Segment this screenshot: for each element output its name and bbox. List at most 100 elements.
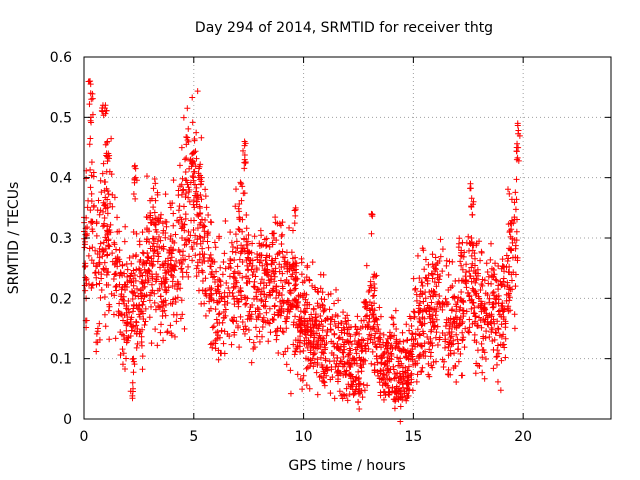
data-point xyxy=(428,287,435,294)
data-point xyxy=(159,312,166,319)
data-point xyxy=(458,262,465,269)
data-point xyxy=(303,274,310,281)
data-point xyxy=(307,349,314,356)
data-point xyxy=(124,273,131,280)
data-point xyxy=(120,293,127,300)
data-point xyxy=(416,275,423,282)
x-tick-label: 10 xyxy=(295,429,313,445)
data-point xyxy=(99,170,106,177)
data-point xyxy=(481,300,488,307)
data-point xyxy=(231,329,238,336)
data-point xyxy=(369,339,376,346)
data-point xyxy=(298,324,305,331)
data-point xyxy=(104,252,111,259)
data-point xyxy=(208,285,215,292)
data-point xyxy=(190,226,197,233)
data-point xyxy=(85,252,92,259)
data-point xyxy=(363,299,370,306)
data-point xyxy=(82,262,89,269)
data-point xyxy=(515,144,522,151)
data-point xyxy=(193,198,200,205)
data-point xyxy=(292,212,299,219)
data-point xyxy=(412,285,419,292)
data-point xyxy=(365,319,372,326)
data-point xyxy=(431,289,438,296)
data-point xyxy=(506,297,513,304)
data-point xyxy=(368,302,375,309)
data-point xyxy=(316,374,323,381)
data-point xyxy=(340,324,347,331)
data-point xyxy=(201,234,208,241)
data-point xyxy=(489,274,496,281)
data-point xyxy=(405,381,412,388)
data-point xyxy=(513,196,520,203)
data-point xyxy=(129,324,136,331)
data-point xyxy=(129,395,136,402)
data-point xyxy=(429,251,436,258)
data-point xyxy=(319,301,326,308)
data-point xyxy=(495,263,502,270)
data-point xyxy=(377,353,384,360)
data-point xyxy=(126,254,133,261)
data-point xyxy=(199,269,206,276)
data-point xyxy=(149,287,156,294)
data-point xyxy=(193,155,200,162)
data-point xyxy=(345,317,352,324)
data-point xyxy=(378,355,385,362)
data-point xyxy=(289,302,296,309)
data-point xyxy=(484,321,491,328)
data-point xyxy=(239,216,246,223)
data-point xyxy=(181,221,188,228)
data-point xyxy=(112,335,119,342)
data-point xyxy=(215,311,222,318)
data-point xyxy=(100,160,107,167)
data-point xyxy=(445,341,452,348)
data-point xyxy=(183,190,190,197)
data-point xyxy=(279,270,286,277)
data-point xyxy=(207,341,214,348)
data-point xyxy=(409,330,416,337)
data-point xyxy=(404,374,411,381)
data-point xyxy=(227,264,234,271)
data-point xyxy=(192,148,199,155)
data-point xyxy=(222,265,229,272)
data-point xyxy=(117,311,124,318)
data-point xyxy=(269,316,276,323)
data-point xyxy=(506,190,513,197)
data-point xyxy=(124,266,131,273)
data-point xyxy=(122,366,129,373)
data-point xyxy=(243,300,250,307)
data-point xyxy=(81,263,88,270)
data-point xyxy=(287,367,294,374)
data-point xyxy=(233,279,240,286)
data-point xyxy=(220,259,227,266)
data-point xyxy=(173,318,180,325)
data-point xyxy=(307,356,314,363)
data-point xyxy=(333,369,340,376)
data-point xyxy=(189,161,196,168)
data-point xyxy=(193,265,200,272)
data-point xyxy=(371,281,378,288)
data-point xyxy=(259,262,266,269)
data-point xyxy=(189,94,196,101)
data-point xyxy=(457,304,464,311)
data-point xyxy=(150,204,157,211)
data-point xyxy=(269,288,276,295)
data-point xyxy=(183,241,190,248)
data-point xyxy=(207,218,214,225)
data-point xyxy=(387,335,394,342)
data-point xyxy=(486,312,493,319)
data-point xyxy=(419,343,426,350)
data-point xyxy=(483,260,490,267)
data-point xyxy=(451,350,458,357)
data-point xyxy=(323,315,330,322)
data-point xyxy=(213,299,220,306)
data-point xyxy=(93,220,100,227)
data-point xyxy=(242,294,249,301)
data-point xyxy=(449,283,456,290)
data-point xyxy=(476,314,483,321)
data-point xyxy=(196,203,203,210)
data-point xyxy=(196,256,203,263)
data-point xyxy=(373,352,380,359)
data-point xyxy=(145,277,152,284)
